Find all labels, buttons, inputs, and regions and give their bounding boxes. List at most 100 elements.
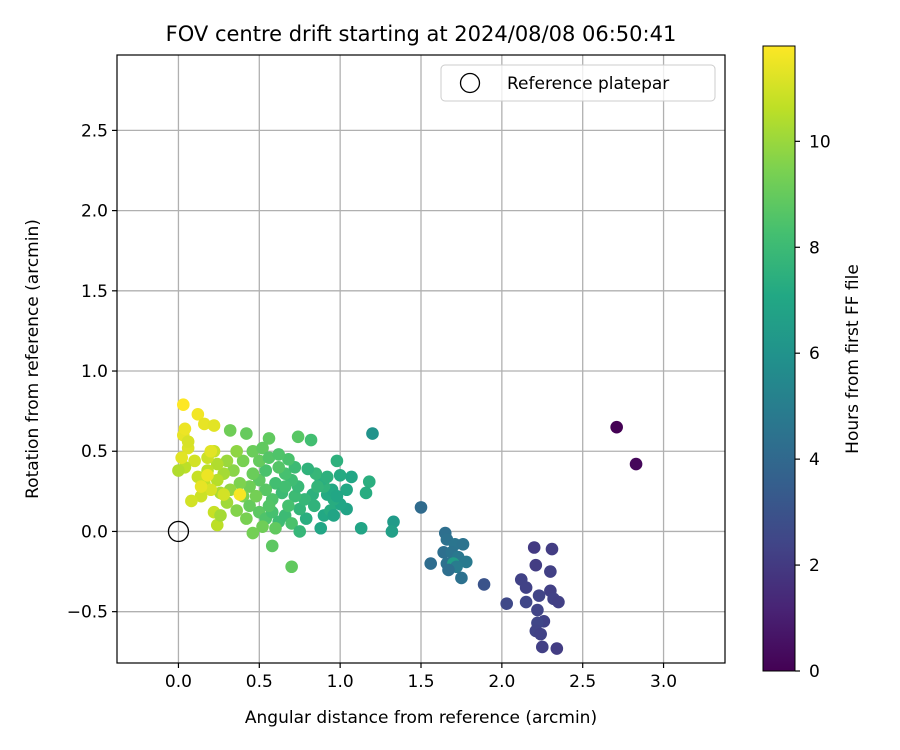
data-point xyxy=(414,501,428,514)
y-tick-label: 2.5 xyxy=(81,121,108,141)
data-point xyxy=(210,518,224,532)
data-point xyxy=(201,469,214,482)
data-point xyxy=(204,483,218,497)
data-point xyxy=(544,565,557,578)
data-point xyxy=(246,444,260,458)
y-tick-label: 1.0 xyxy=(81,362,108,382)
data-point xyxy=(333,469,347,482)
data-point xyxy=(293,525,307,538)
data-point xyxy=(256,520,269,533)
colorbar-tick-label: 6 xyxy=(809,344,820,364)
data-point xyxy=(272,460,286,474)
data-points xyxy=(167,398,643,655)
data-point xyxy=(519,595,533,609)
data-point xyxy=(265,539,279,553)
data-point xyxy=(210,473,224,487)
data-point xyxy=(456,537,470,551)
data-point xyxy=(262,432,276,445)
x-axis-label: Angular distance from reference (arcmin) xyxy=(245,708,597,728)
data-point xyxy=(252,454,266,468)
y-tick-label: 0.0 xyxy=(81,522,108,542)
data-point xyxy=(233,488,247,501)
legend: Reference platepar xyxy=(440,64,716,102)
colorbar-gradient xyxy=(762,45,796,672)
data-point xyxy=(230,504,243,517)
data-point xyxy=(330,454,344,468)
data-point xyxy=(178,422,192,436)
data-point xyxy=(214,509,227,522)
data-point xyxy=(230,444,243,458)
data-point xyxy=(240,512,253,525)
grid xyxy=(117,55,725,663)
data-point xyxy=(387,515,400,529)
data-point xyxy=(227,464,240,477)
data-point xyxy=(477,578,491,591)
x-tick-label: 2.5 xyxy=(569,672,596,692)
data-point xyxy=(256,441,269,455)
data-point xyxy=(172,464,185,477)
data-point xyxy=(500,597,514,610)
data-point xyxy=(207,419,221,432)
colorbar-tick-label: 4 xyxy=(809,450,820,470)
data-point xyxy=(246,467,260,481)
data-point xyxy=(534,627,547,641)
data-point xyxy=(293,502,307,516)
data-point xyxy=(291,430,305,444)
data-point xyxy=(359,486,373,500)
colorbar: 0 2 4 6 8 10 Hours from first FF file xyxy=(762,45,863,682)
legend-box xyxy=(440,64,716,102)
legend-reference-marker xyxy=(459,72,481,94)
legend-label-reference: Reference platepar xyxy=(507,74,669,94)
data-point xyxy=(298,493,311,506)
data-point xyxy=(240,427,253,440)
x-tick-label: 1.5 xyxy=(407,672,434,692)
y-tick-label: 2.0 xyxy=(81,202,108,222)
data-point xyxy=(262,451,276,464)
data-point xyxy=(288,489,302,503)
data-point xyxy=(259,483,273,497)
data-point xyxy=(314,521,328,535)
data-point xyxy=(366,427,379,440)
data-point xyxy=(262,499,276,513)
data-point xyxy=(243,480,256,493)
data-point xyxy=(269,477,282,490)
data-point xyxy=(282,452,295,466)
data-point xyxy=(311,480,324,493)
data-point xyxy=(236,454,250,468)
data-point xyxy=(285,560,298,574)
data-point xyxy=(181,435,195,448)
data-point xyxy=(278,480,292,493)
data-point xyxy=(459,555,473,569)
reference-platepar-marker xyxy=(167,520,190,543)
data-point xyxy=(210,457,224,471)
data-point xyxy=(282,499,295,513)
colorbar-ticks: 0 2 4 6 8 10 xyxy=(795,132,831,682)
data-point xyxy=(259,464,273,477)
data-point xyxy=(307,499,321,513)
data-point xyxy=(529,558,543,572)
x-tick-label: 0.5 xyxy=(246,672,273,692)
data-point xyxy=(424,557,438,570)
y-tick-label: −0.5 xyxy=(67,603,108,623)
data-point xyxy=(519,581,533,594)
chart-title: FOV centre drift starting at 2024/08/08 … xyxy=(166,22,677,46)
data-point xyxy=(233,477,247,490)
data-point xyxy=(269,521,282,535)
data-point xyxy=(610,420,623,434)
data-point xyxy=(531,603,544,617)
data-point xyxy=(304,433,318,447)
colorbar-tick-label: 8 xyxy=(809,238,820,258)
y-tick-label: 0.5 xyxy=(81,442,108,462)
y-axis-label: Rotation from reference (arcmin) xyxy=(23,219,43,499)
data-point xyxy=(185,494,198,508)
data-point xyxy=(285,517,298,530)
data-point xyxy=(535,640,549,654)
data-point xyxy=(191,470,205,484)
colorbar-tick-label: 0 xyxy=(809,662,820,682)
data-point xyxy=(442,563,455,577)
data-point xyxy=(327,509,340,522)
colorbar-label: Hours from first FF file xyxy=(843,264,863,454)
data-point xyxy=(532,589,546,602)
data-point xyxy=(340,483,353,497)
